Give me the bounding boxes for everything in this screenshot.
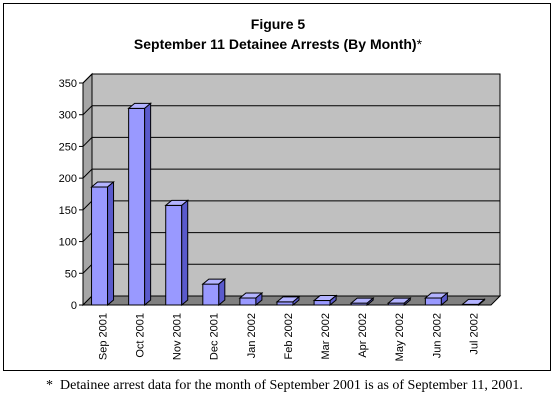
bar [127,102,153,307]
x-tick-label: Jun 2002 [431,313,443,358]
chart-title-asterisk: * [416,36,423,52]
x-tick-label: Dec 2001 [209,313,221,360]
bar [201,278,227,307]
bar [312,294,338,307]
figure-label: Figure 5 [250,16,306,32]
bar [386,297,412,307]
bar [423,291,449,307]
bar-front [91,186,109,306]
bar-front [424,297,442,306]
bar [461,298,486,307]
y-tick-label: 100 [59,237,77,249]
bar-side [366,297,374,307]
bar-side [181,199,189,307]
footnote: * Detainee arrest data for the month of … [46,377,526,394]
y-tick-label: 250 [59,141,77,153]
bar [275,295,301,307]
x-tick-label: Sep 2001 [97,313,109,360]
y-tick-labels: 0 50 100 150 200 250 300 350 [59,78,77,312]
bar-front [313,300,331,306]
bar-front [202,283,220,306]
y-tick-label: 200 [59,173,77,185]
chart-title: September 11 Detainee Arrests (By Month)… [0,36,556,52]
x-tick-label: May 2002 [394,313,406,361]
bar [90,180,115,307]
bar-side [218,278,226,307]
footnote-mark: * [46,378,53,393]
bar-front [165,204,183,306]
y-tick-label: 300 [59,110,77,122]
side-wall [82,72,93,307]
bars [90,102,486,307]
y-tick-label: 350 [59,78,77,90]
bar-front [239,297,257,306]
bar-side [292,295,300,307]
x-tick-labels: Sep 2001 Oct 2001 Nov 2001 Dec 2001 Jan 2002… [97,313,480,361]
y-tick-label: 0 [71,300,77,312]
gridline [82,105,500,116]
gridline [82,73,500,84]
bar-side [144,102,152,307]
x-tick-label: Oct 2001 [135,313,147,358]
bar-side [440,291,448,307]
x-tick-label: Nov 2001 [172,313,184,360]
y-tick-label: 50 [65,268,77,280]
gridline [82,136,500,147]
x-tick-label: Feb 2002 [283,313,295,359]
bar-side [255,291,263,307]
bar-side [107,180,115,307]
bar-front [128,107,146,306]
x-tick-label: Jul 2002 [468,313,480,355]
x-tick-label: Jan 2002 [246,313,258,358]
chart-title-text: September 11 Detainee Arrests (By Month) [133,36,417,52]
bar-side [329,294,337,307]
gridline [82,168,500,179]
x-tick-label: Apr 2002 [357,313,369,358]
bar-side [403,297,411,307]
footnote-text: Detainee arrest data for the month of Se… [60,378,523,393]
bar [164,199,190,307]
bar-side [477,298,485,307]
bar [349,297,375,307]
y-tick-label: 150 [59,205,77,217]
bar [238,291,264,307]
x-tick-label: Mar 2002 [320,313,332,359]
axes [79,82,84,306]
back-wall [91,73,501,297]
